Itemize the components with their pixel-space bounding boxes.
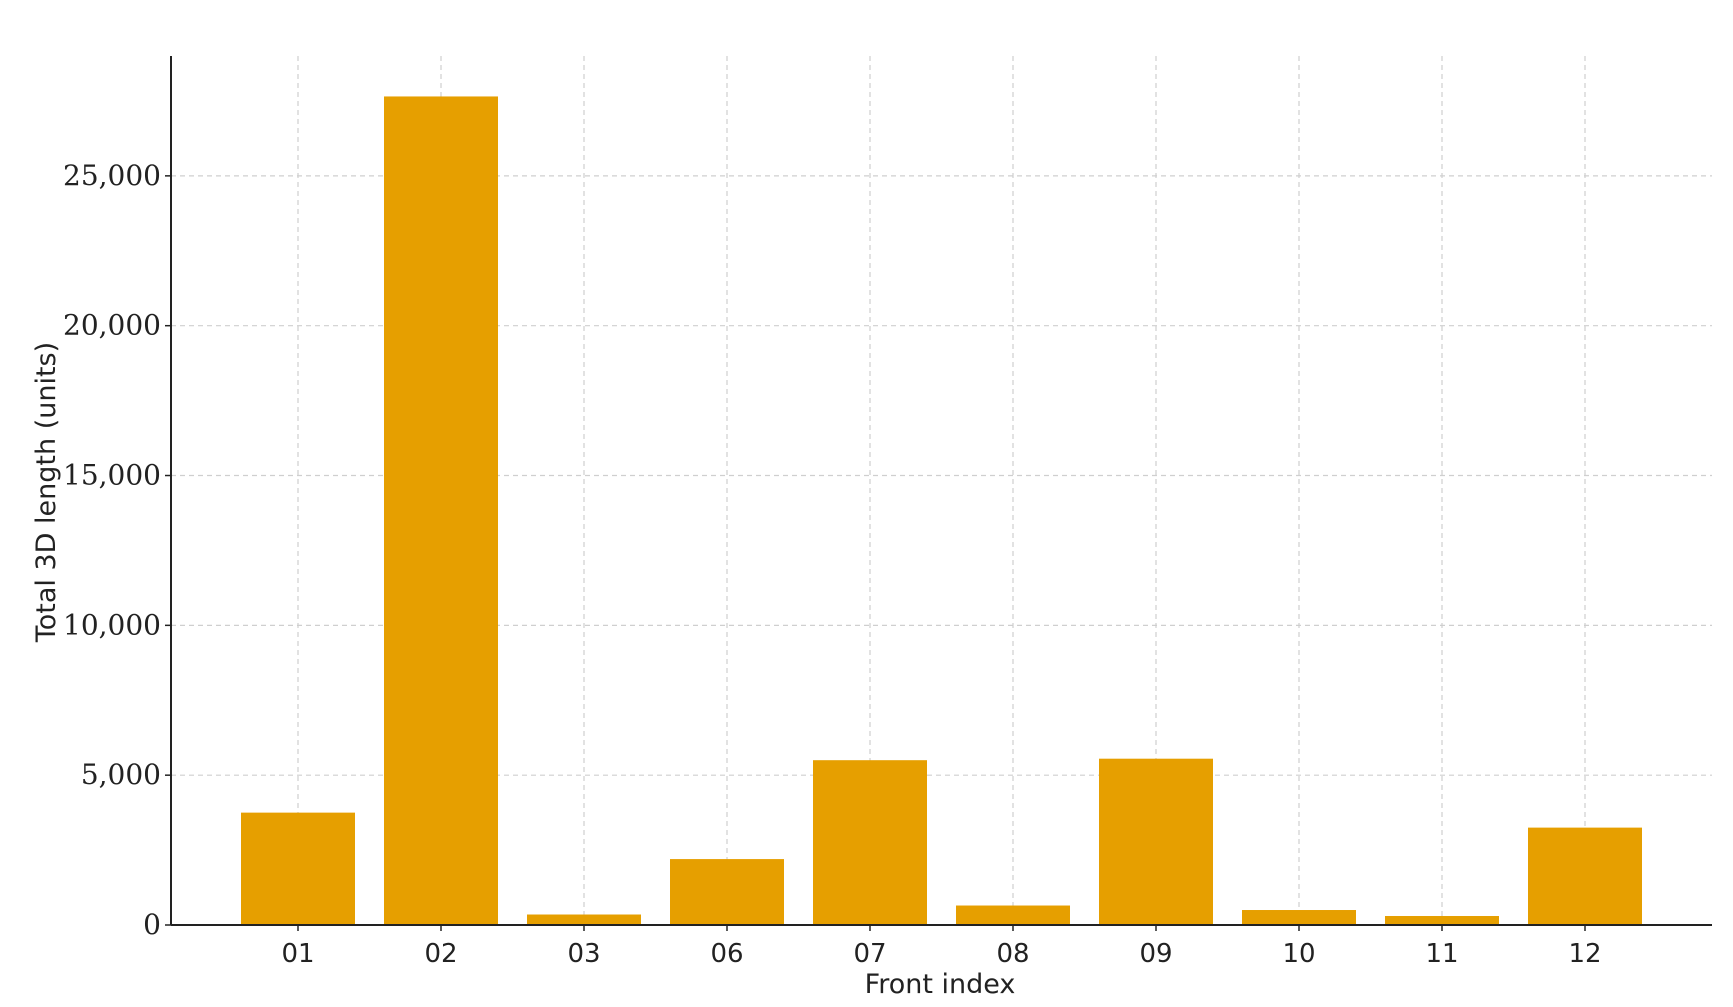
bar-02 [384, 96, 498, 926]
bar-08 [956, 905, 1070, 925]
bars [241, 96, 1642, 926]
x-tick-label: 01 [281, 939, 314, 969]
y-tick-label: 0 [143, 908, 161, 941]
bar-11 [1385, 916, 1499, 925]
x-tick-label: 03 [567, 939, 600, 969]
y-tick-label: 25,000 [63, 159, 161, 192]
tick-labels: 0 5,000 10,000 15,000 20,000 25,000 01 02 03 06 07… [63, 159, 1602, 969]
bar-06 [670, 859, 784, 925]
x-tick-label: 06 [710, 939, 743, 969]
bar-10 [1242, 910, 1356, 925]
x-tick-label: 07 [853, 939, 886, 969]
x-tick-label: 10 [1282, 939, 1315, 969]
bar-01 [241, 812, 355, 925]
bar-09 [1099, 758, 1213, 925]
bar-12 [1528, 827, 1642, 925]
bar-03 [527, 914, 641, 925]
x-tick-label: 11 [1425, 939, 1458, 969]
x-tick-label: 02 [424, 939, 457, 969]
y-tick-label: 15,000 [63, 459, 161, 492]
x-tick-label: 09 [1139, 939, 1172, 969]
axes [170, 56, 1712, 926]
y-tick-label: 20,000 [63, 309, 161, 342]
y-tick-label: 10,000 [63, 608, 161, 641]
y-axis-title: Total 3D length (units) [31, 342, 62, 643]
bar-07 [813, 760, 927, 925]
x-tick-label: 12 [1568, 939, 1601, 969]
x-tick-label: 08 [996, 939, 1029, 969]
y-tick-label: 5,000 [81, 758, 161, 791]
x-axis-title: Front index [865, 969, 1016, 1000]
